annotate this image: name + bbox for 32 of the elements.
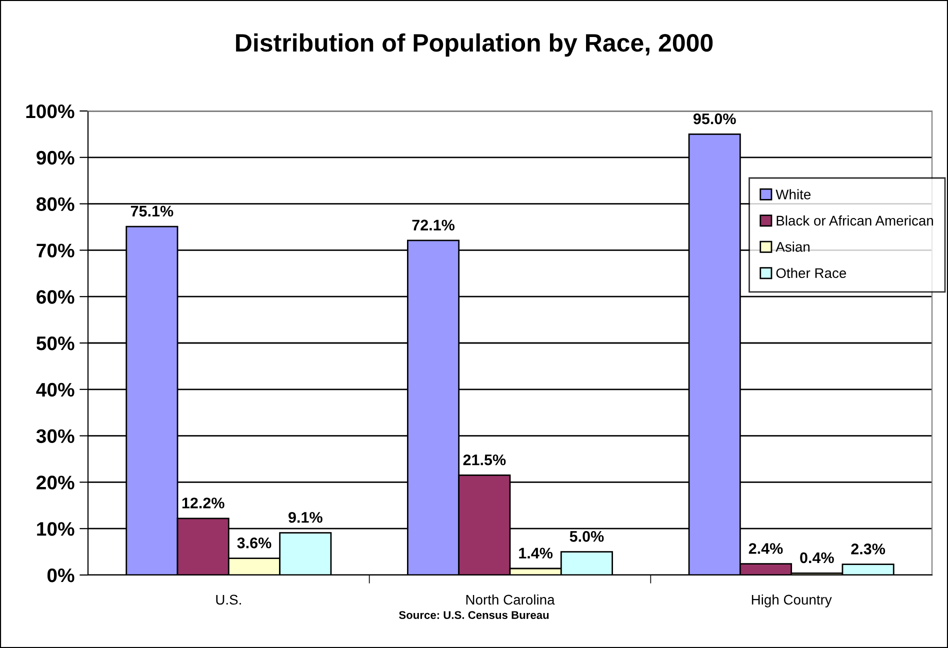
y-tick-label: 80% <box>36 197 74 212</box>
data-label: 5.0% <box>570 531 604 542</box>
legend-label: Other Race <box>776 268 846 278</box>
y-tick-label: 20% <box>36 476 74 490</box>
y-tick-label: 50% <box>36 336 74 350</box>
data-label: 12.2% <box>182 498 224 508</box>
data-label: 3.6% <box>237 538 272 548</box>
data-label: 2.4% <box>748 543 783 554</box>
y-tick-label: 60% <box>36 290 74 304</box>
data-label: 72.1% <box>412 220 455 230</box>
data-label: 9.1% <box>288 512 322 523</box>
data-label: 21.5% <box>463 454 506 466</box>
x-tick-label: U.S. <box>216 594 241 605</box>
y-tick-label: 70% <box>36 244 74 258</box>
data-label: 75.1% <box>130 206 174 217</box>
y-tick-label: 90% <box>36 150 74 165</box>
data-label: 1.4% <box>519 548 553 559</box>
y-tick-label: 30% <box>36 429 74 444</box>
source-note: Source: U.S. Census Bureau <box>398 611 549 619</box>
legend-label: Asian <box>776 242 810 252</box>
y-tick-label: 100% <box>26 104 74 118</box>
data-label: 0.4% <box>800 552 834 564</box>
legend-label: White <box>776 189 811 200</box>
x-tick-label: North Carolina <box>466 594 555 605</box>
legend-label: Black or African American <box>776 215 933 226</box>
chart-title: Distribution of Population by Race, 2000 <box>236 33 713 57</box>
data-label: 95.0% <box>693 113 736 124</box>
x-tick-label: High Country <box>752 594 832 608</box>
y-tick-label: 40% <box>36 382 74 397</box>
y-tick-label: 10% <box>37 522 74 536</box>
data-label: 2.3% <box>851 544 886 554</box>
y-tick-label: 0% <box>47 568 74 582</box>
